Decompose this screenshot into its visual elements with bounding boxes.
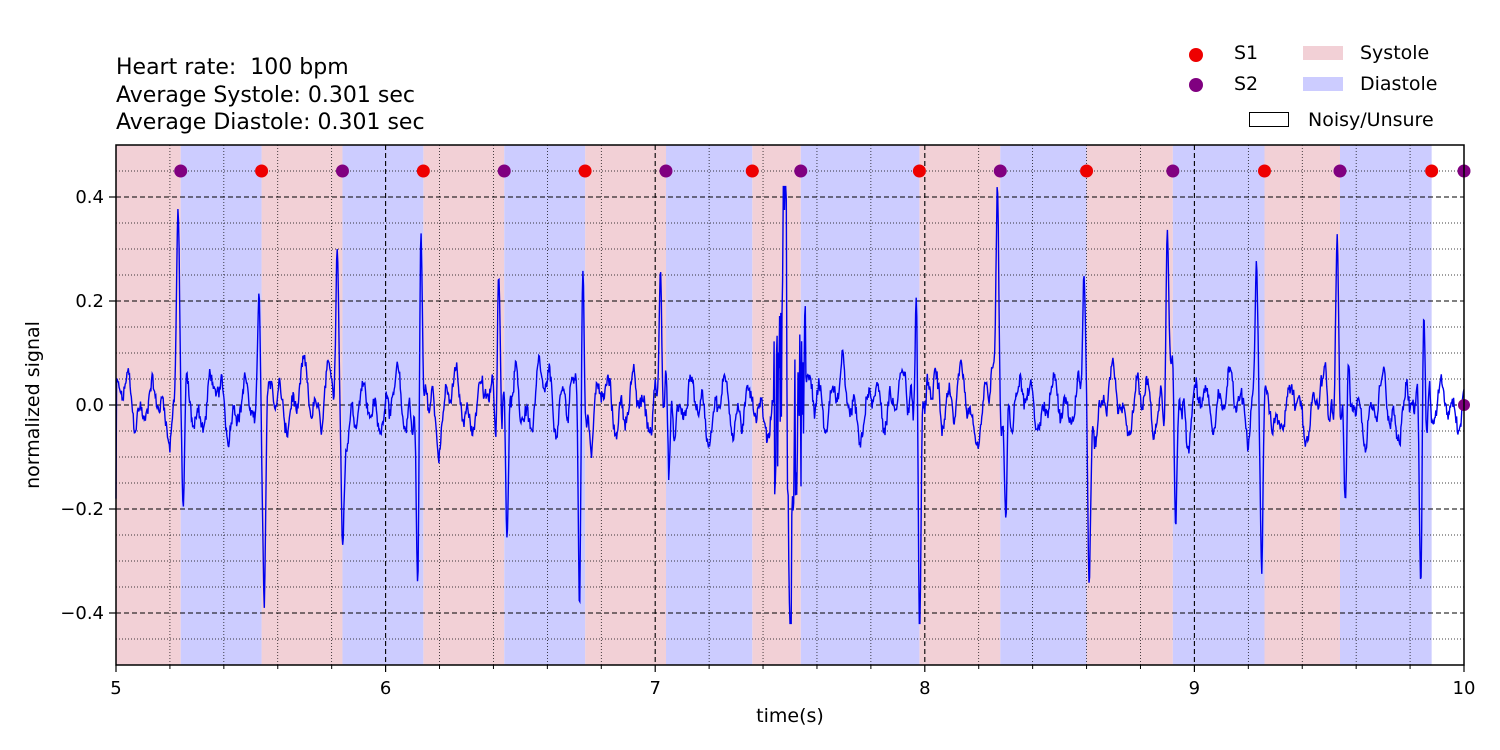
s2-marker-3 — [659, 164, 673, 178]
noisy-legend-swatch — [1249, 112, 1289, 127]
systole-legend-label: Systole — [1360, 42, 1430, 64]
s2-marker-7 — [1333, 164, 1347, 178]
s2-marker-2 — [497, 164, 511, 178]
heart-sound-markers — [174, 164, 1471, 411]
s1-marker-7 — [1425, 164, 1439, 178]
x-tick-label: 6 — [380, 678, 391, 699]
y-tick-label: 0.2 — [75, 291, 104, 312]
heart-rate-text: Heart rate: 100 bpm — [116, 55, 349, 80]
s2-marker-5 — [993, 164, 1007, 178]
s1-marker-6 — [1257, 164, 1271, 178]
s1-marker-0 — [255, 164, 269, 178]
x-tick-label: 7 — [649, 678, 660, 699]
x-tick-label: 8 — [919, 678, 930, 699]
axis-ticks: 5 6 7 8 9 10 −0.4 −0.2 0.0 0.2 0.4 — [60, 187, 1475, 699]
signal-layer — [115, 185, 1465, 625]
s1-marker-1 — [416, 164, 430, 178]
y-tick-label: −0.4 — [60, 603, 104, 624]
x-tick-label: 9 — [1189, 678, 1200, 699]
y-tick-label: 0.0 — [75, 395, 104, 416]
s1-legend-label: S1 — [1234, 42, 1259, 64]
average-systole-text: Average Systole: 0.301 sec — [116, 83, 415, 108]
x-axis-label: time(s) — [756, 705, 824, 727]
s1-marker-4 — [912, 164, 926, 178]
systole-legend-swatch — [1303, 46, 1343, 60]
x-tick-label: 10 — [1453, 678, 1476, 699]
grid-lines — [116, 145, 1464, 665]
s2-marker-0 — [174, 164, 188, 178]
diastole-legend-label: Diastole — [1360, 73, 1438, 95]
s2-legend-marker — [1189, 78, 1203, 92]
s2-marker-1 — [335, 164, 349, 178]
noisy-legend-label: Noisy/Unsure — [1308, 109, 1434, 131]
diastole-legend-swatch — [1303, 77, 1343, 91]
s1-marker-3 — [745, 164, 759, 178]
s1-legend-marker — [1189, 48, 1203, 62]
s2-marker-6 — [1166, 164, 1180, 178]
y-axis-label: normalized signal — [22, 321, 44, 489]
x-tick-label: 5 — [110, 678, 121, 699]
average-diastole-text: Average Diastole: 0.301 sec — [116, 110, 425, 135]
s1-marker-5 — [1080, 164, 1094, 178]
s2-legend-label: S2 — [1234, 73, 1259, 95]
y-tick-label: −0.2 — [60, 499, 104, 520]
s1-marker-2 — [578, 164, 592, 178]
s2-marker-4 — [794, 164, 808, 178]
signal-line — [115, 185, 1465, 625]
y-tick-label: 0.4 — [75, 187, 104, 208]
